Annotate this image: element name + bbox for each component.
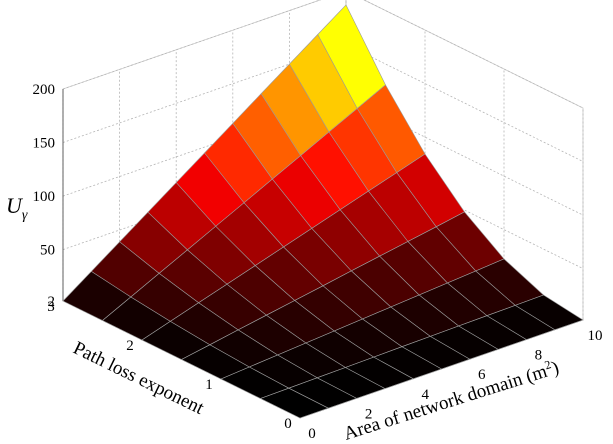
x-tick-label: 0 (308, 426, 316, 442)
x-tick-label: 6 (478, 367, 486, 383)
z-label-sub: γ (22, 208, 28, 223)
x-tick-label: 8 (535, 348, 543, 364)
mesh-line (260, 294, 544, 399)
x-label-sup: 2 (543, 357, 553, 372)
mesh-line (299, 319, 584, 419)
x-label-end: ) (549, 357, 561, 379)
x-tick-label: 10 (588, 328, 603, 344)
z-tick-label: 50 (40, 243, 55, 259)
mesh-line (220, 258, 505, 380)
mesh-line (141, 153, 426, 341)
z-tick-label: 2 (48, 294, 56, 310)
z-label-text: U (6, 193, 24, 218)
z-axis-label: Uγ (6, 193, 28, 223)
z-tick-label: 100 (33, 189, 56, 205)
y-tick-label: 1 (205, 377, 213, 393)
z-tick-label: 200 (33, 82, 56, 98)
z-tick-label: 150 (33, 136, 56, 152)
mesh-line (102, 84, 386, 321)
x-tick-label: 4 (421, 387, 429, 403)
grid-line (220, 69, 505, 380)
y-tick-label: 0 (284, 416, 292, 432)
layer (62, 4, 584, 419)
x-tick-label: 2 (365, 406, 373, 422)
y-tick-label: 2 (126, 338, 134, 354)
mesh-line (181, 211, 465, 360)
y-tick-label: 3 (47, 299, 55, 315)
grid-line (141, 30, 426, 341)
mesh-line (62, 4, 347, 302)
grid-line (299, 108, 584, 419)
